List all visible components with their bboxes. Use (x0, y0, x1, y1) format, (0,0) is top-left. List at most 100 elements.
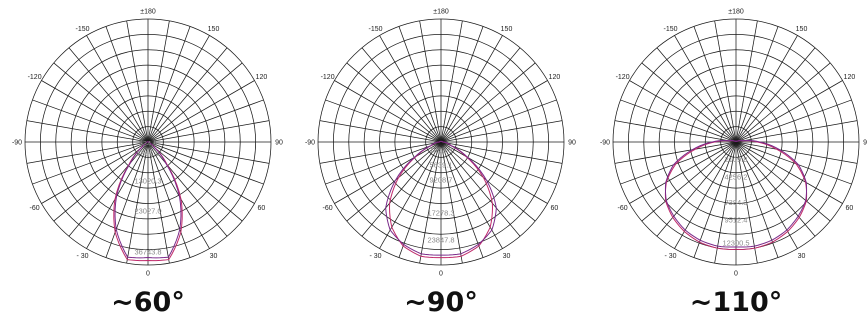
grid-spoke (147, 141, 264, 185)
grid-spoke (105, 141, 149, 258)
grid-spoke (147, 141, 270, 164)
grid-spoke (656, 47, 737, 143)
grid-spoke (674, 141, 737, 249)
grid-spoke (735, 141, 816, 237)
grid-spoke (440, 141, 521, 237)
ring-value-label: 17278.3 (427, 208, 454, 217)
grid-spoke (147, 80, 255, 143)
grid-spoke (641, 62, 737, 143)
angle-label: 60 (258, 205, 266, 212)
grid-spoke (346, 62, 442, 143)
angle-label: 30 (798, 253, 806, 260)
grid-spoke (614, 141, 737, 164)
angle-label: -120 (616, 74, 630, 81)
grid-spoke (440, 141, 503, 249)
grid-spoke (440, 62, 536, 143)
grid-spoke (735, 80, 843, 143)
angle-label: 60 (846, 205, 854, 212)
grid-spoke (319, 120, 442, 143)
angle-label: -150 (663, 26, 677, 33)
angle-label: 150 (208, 26, 220, 33)
angle-label: 0 (146, 271, 150, 278)
angle-label: -90 (12, 140, 22, 147)
grid-spoke (126, 20, 149, 143)
grid-spoke (419, 141, 442, 264)
grid-spoke (41, 80, 149, 143)
grid-spoke (629, 80, 737, 143)
polar-chart-2: ±180 150 120 90 60 30 0 - 30 -60 -90 -120 -150 1966.… (305, 9, 576, 319)
angle-label: 0 (734, 271, 738, 278)
grid-spoke (334, 141, 442, 204)
grid-spoke (334, 80, 442, 143)
angle-label: -120 (28, 74, 42, 81)
grid-spoke (440, 35, 503, 143)
grid-spoke (147, 47, 228, 143)
angle-label: -90 (600, 140, 610, 147)
grid-spoke (86, 35, 149, 143)
ring-value-label: 5639.1 (430, 161, 453, 170)
grid-spoke (735, 20, 758, 143)
grid-spoke (735, 26, 779, 143)
grid-spoke (440, 141, 484, 258)
angle-label: -120 (321, 74, 335, 81)
grid-spoke (319, 141, 442, 164)
grid-spoke (440, 80, 548, 143)
ring-value-label: 9208.7 (430, 175, 453, 184)
grid-spoke (735, 141, 758, 264)
grid-spoke (735, 141, 831, 222)
grid-spoke (735, 141, 779, 258)
grid-spoke (325, 99, 442, 143)
angle-label: - 30 (369, 253, 381, 260)
angle-label: - 30 (76, 253, 88, 260)
angle-label: 120 (844, 74, 856, 81)
angle-label: 120 (256, 74, 268, 81)
grid-spoke (32, 141, 149, 185)
series-curve-2 (664, 139, 808, 248)
polar-chart-1: ±180 150 120 90 60 30 0 - 30 -60 -90 -120 -150 534.6… (12, 9, 283, 319)
grid-spoke (735, 141, 843, 204)
series-curve-2 (114, 141, 182, 259)
grid-spoke (147, 99, 264, 143)
grid-spoke (105, 26, 149, 143)
grid-spoke (440, 141, 536, 222)
grid-spoke (735, 141, 858, 164)
angle-label: 30 (503, 253, 511, 260)
grid-spoke (379, 141, 442, 249)
grid-spoke (440, 47, 521, 143)
grid-spoke (693, 26, 737, 143)
grid-spoke (614, 120, 737, 143)
polar-chart-3: ±180 150 120 90 60 30 0 - 30 -60 -90 -120 -150 2109.… (600, 9, 867, 319)
grid-spoke (147, 141, 255, 204)
grid-spoke (379, 35, 442, 143)
grid-spoke (693, 141, 737, 258)
grid-spoke (26, 141, 149, 164)
ring-value-label: 13020.3 (134, 177, 161, 186)
grid-spoke (735, 141, 798, 249)
angle-label: ±180 (728, 9, 744, 16)
angle-label: 90 (275, 140, 283, 147)
grid-spoke (398, 26, 442, 143)
ring-value-label: 3801.5 (137, 149, 160, 158)
grid-spoke (147, 141, 228, 237)
grid-spoke (41, 141, 149, 204)
grid-spoke (714, 141, 737, 264)
angle-label: 60 (551, 205, 559, 212)
chart-title: ~90° (404, 287, 478, 318)
angle-label: 120 (549, 74, 561, 81)
grid-spoke (735, 120, 858, 143)
angle-label: -150 (75, 26, 89, 33)
grid-spoke (361, 141, 442, 237)
grid-spoke (398, 141, 442, 258)
angle-label: 0 (439, 271, 443, 278)
grid-spoke (440, 141, 463, 264)
grid-spoke (147, 120, 270, 143)
grid-spoke (735, 47, 816, 143)
grid-spoke (147, 141, 170, 264)
chart-title: ~110° (690, 287, 782, 318)
angle-label: 90 (863, 140, 867, 147)
grid-spoke (440, 120, 563, 143)
grid-spoke (735, 35, 798, 143)
grid-spoke (147, 141, 243, 222)
grid-spoke (674, 35, 737, 143)
